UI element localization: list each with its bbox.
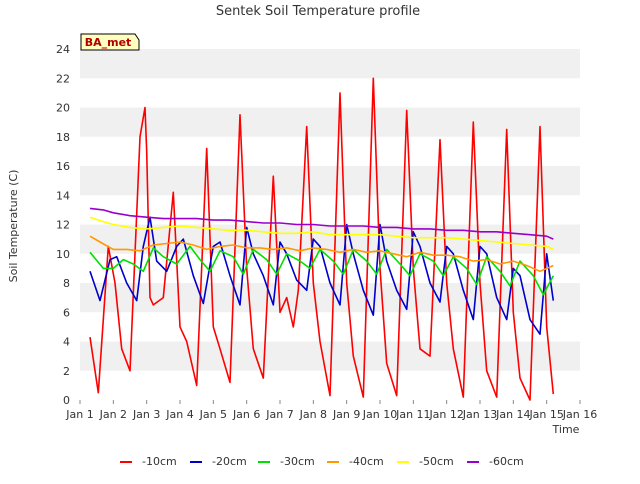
y-tick-label: 18 (56, 131, 70, 144)
legend-label: -60cm (489, 455, 524, 468)
y-tick-label: 0 (63, 394, 70, 407)
y-tick-label: 14 (56, 189, 70, 202)
x-tick-label: Jan 3 (132, 408, 160, 421)
grid-band (80, 136, 580, 166)
x-tick-label: Jan 11 (395, 408, 430, 421)
x-tick-label: Jan 1 (65, 408, 93, 421)
x-tick-label: Jan 7 (265, 408, 293, 421)
grid-band (80, 195, 580, 225)
x-axis-ticks: Jan 1 Jan 2 Jan 3 Jan 4 Jan 5 Jan 6 Jan 7 Jan 8… (65, 400, 597, 421)
grid-band (80, 341, 580, 371)
grid-band (80, 49, 580, 79)
grid-band (80, 166, 580, 196)
chart-title: Sentek Soil Temperature profile (216, 4, 420, 19)
station-badge: BA_met (80, 33, 140, 51)
y-tick-label: 2 (63, 365, 70, 378)
x-tick-label: Jan 16 (562, 408, 597, 421)
x-tick-label: Jan 4 (165, 408, 193, 421)
y-tick-label: 22 (56, 72, 70, 85)
x-tick-label: Jan 10 (362, 408, 397, 421)
x-tick-label: Jan 5 (199, 408, 227, 421)
x-tick-label: Jan 2 (99, 408, 127, 421)
x-tick-label: Jan 9 (332, 408, 360, 421)
x-axis-label: Time (552, 423, 580, 436)
grid-bands (80, 49, 580, 400)
legend-label: -30cm (280, 455, 315, 468)
y-tick-label: 20 (56, 102, 70, 115)
x-tick-label: Jan 14 (495, 408, 530, 421)
x-tick-label: Jan 8 (299, 408, 327, 421)
x-tick-label: Jan 15 (528, 408, 563, 421)
x-tick-label: Jan 12 (428, 408, 463, 421)
y-tick-label: 10 (56, 248, 70, 261)
series-line-neg10cm (89, 77, 555, 401)
legend-label: -50cm (419, 455, 454, 468)
y-tick-label: 24 (56, 43, 70, 56)
y-axis-label: Soil Temperature (C) (7, 170, 20, 283)
y-tick-label: 4 (63, 336, 70, 349)
legend: -10cm -20cm -30cm -40cm -50cm -60cm (120, 455, 524, 468)
grid-band (80, 283, 580, 313)
station-badge-box (80, 33, 140, 51)
series-line-neg60cm (89, 207, 554, 240)
y-tick-label: 8 (63, 277, 70, 290)
series-line-neg40cm (89, 235, 554, 273)
grid-band (80, 107, 580, 137)
series-line-neg20cm (89, 216, 555, 336)
y-tick-label: 12 (56, 219, 70, 232)
series-line-neg50cm (89, 216, 554, 251)
grid-band (80, 78, 580, 108)
y-tick-label: 16 (56, 160, 70, 173)
grid-band (80, 224, 580, 254)
x-tick-label: Jan 13 (462, 408, 497, 421)
legend-label: -20cm (212, 455, 247, 468)
y-tick-label: 6 (63, 306, 70, 319)
legend-label: -10cm (142, 455, 177, 468)
series-lines (89, 77, 555, 401)
legend-label: -40cm (349, 455, 384, 468)
grid-band (80, 312, 580, 342)
x-tick-label: Jan 6 (232, 408, 260, 421)
station-badge-label: BA_met (85, 36, 132, 49)
